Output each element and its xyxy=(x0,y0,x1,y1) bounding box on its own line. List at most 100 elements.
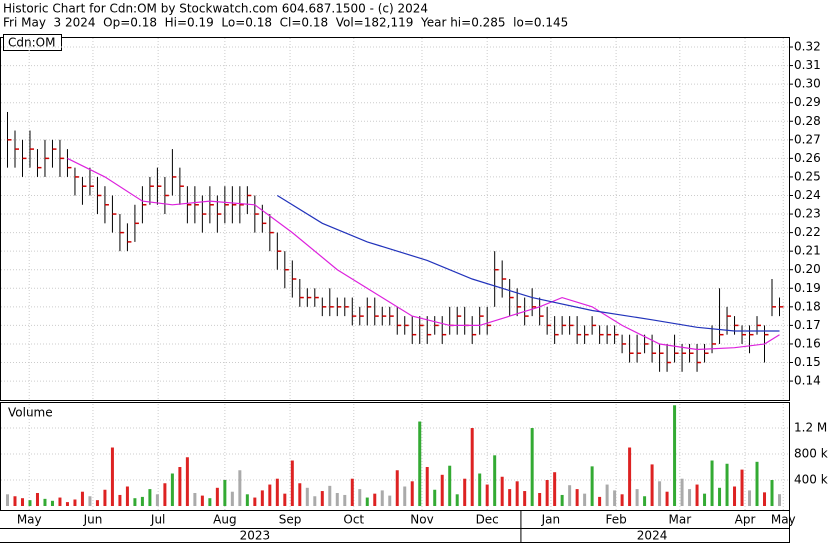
y-tick-label: 0.22 xyxy=(794,225,821,239)
volume-bar xyxy=(88,496,92,506)
volume-bar xyxy=(755,461,759,506)
y-tick-label: 0.31 xyxy=(794,58,821,72)
volume-bar xyxy=(95,500,99,506)
volume-bar xyxy=(718,487,722,506)
volume-bar xyxy=(103,489,107,506)
x-tick-label: Apr xyxy=(735,513,756,527)
volume-bar xyxy=(223,480,227,506)
y-tick-label: 0.21 xyxy=(794,244,821,258)
volume-bar xyxy=(740,469,744,506)
volume-bar xyxy=(125,486,129,506)
x-tick-label: Mar xyxy=(668,513,691,527)
y-tick-label: 0.25 xyxy=(794,169,821,183)
volume-bar xyxy=(170,473,174,506)
volume-bar xyxy=(635,489,639,506)
volume-bar xyxy=(500,476,504,506)
volume-bar xyxy=(35,493,39,506)
volume-bar xyxy=(418,421,422,506)
symbol-box xyxy=(3,34,62,51)
volume-bar xyxy=(238,470,242,506)
x-tick-label: Feb xyxy=(605,513,626,527)
year-label: 2024 xyxy=(637,529,668,543)
volume-bar xyxy=(763,492,767,506)
volume-bar xyxy=(530,428,534,506)
volume-bar xyxy=(178,467,182,506)
x-tick-label: Oct xyxy=(343,513,364,527)
volume-bar xyxy=(290,460,294,506)
volume-bar xyxy=(245,494,249,506)
volume-bar xyxy=(770,480,774,506)
volume-bar xyxy=(680,478,684,506)
y-tick-label: 0.19 xyxy=(794,281,821,295)
volume-bar xyxy=(275,478,279,506)
x-tick-label: Jul xyxy=(150,513,165,527)
volume-bar xyxy=(268,484,272,506)
volume-bar xyxy=(403,486,407,506)
chart-title: Historic Chart for Cdn:OM by Stockwatch.… xyxy=(3,2,428,16)
volume-bar xyxy=(485,484,489,506)
volume-bar xyxy=(478,473,482,506)
volume-bar xyxy=(598,496,602,506)
volume-bar xyxy=(253,497,257,506)
volume-tick-label: 1.2 M xyxy=(794,421,827,435)
y-tick-label: 0.30 xyxy=(794,77,821,91)
volume-bar xyxy=(230,491,234,506)
y-tick-label: 0.26 xyxy=(794,151,821,165)
volume-bar xyxy=(410,481,414,506)
y-tick-label: 0.24 xyxy=(794,188,821,202)
volume-label: Volume xyxy=(8,406,53,420)
volume-bar xyxy=(350,478,354,506)
volume-bar xyxy=(365,497,369,506)
volume-bar xyxy=(43,498,47,506)
volume-bar xyxy=(748,490,752,506)
volume-bar xyxy=(553,472,557,506)
y-tick-label: 0.32 xyxy=(794,40,821,54)
volume-bar xyxy=(118,494,122,506)
volume-bar xyxy=(425,467,429,506)
volume-bar xyxy=(613,490,617,506)
volume-bar xyxy=(140,496,144,506)
volume-bar xyxy=(560,494,564,506)
volume-bar xyxy=(215,487,219,506)
volume-bar xyxy=(515,481,519,506)
volume-bar xyxy=(73,499,77,506)
volume-bar xyxy=(695,484,699,506)
volume-bar xyxy=(388,495,392,506)
volume-bar xyxy=(658,481,662,506)
symbol-label: Cdn:OM xyxy=(8,36,55,50)
volume-bar xyxy=(358,489,362,506)
volume-bar xyxy=(673,405,677,506)
volume-bar xyxy=(373,493,377,506)
volume-bar xyxy=(703,493,707,506)
volume-bar xyxy=(328,485,332,506)
x-tick-label: Jan xyxy=(541,513,561,527)
volume-bar xyxy=(523,491,527,506)
volume-bar xyxy=(650,464,654,506)
x-tick-label: Dec xyxy=(476,513,499,527)
volume-bar xyxy=(163,483,167,506)
volume-bar xyxy=(155,494,159,506)
x-tick-label: Jun xyxy=(83,513,103,527)
volume-tick-label: 800 k xyxy=(794,447,828,461)
volume-bar xyxy=(343,494,347,506)
volume-bar xyxy=(590,466,594,506)
y-tick-label: 0.20 xyxy=(794,262,821,276)
x-tick-label: Sep xyxy=(279,513,302,527)
volume-bar xyxy=(493,455,497,506)
x-tick-label: May xyxy=(17,513,42,527)
volume-bar xyxy=(665,491,669,506)
year-label: 2023 xyxy=(240,529,271,543)
volume-bar xyxy=(448,465,452,506)
volume-bar xyxy=(260,490,264,506)
price-pane xyxy=(0,37,790,401)
volume-bar xyxy=(508,489,512,506)
volume-bar xyxy=(193,493,197,506)
y-tick-label: 0.15 xyxy=(794,355,821,369)
volume-bar xyxy=(778,494,782,506)
volume-bar xyxy=(335,493,339,506)
volume-bar xyxy=(200,495,204,506)
y-tick-label: 0.14 xyxy=(794,374,821,388)
volume-bar xyxy=(628,447,632,506)
volume-bar xyxy=(305,487,309,506)
